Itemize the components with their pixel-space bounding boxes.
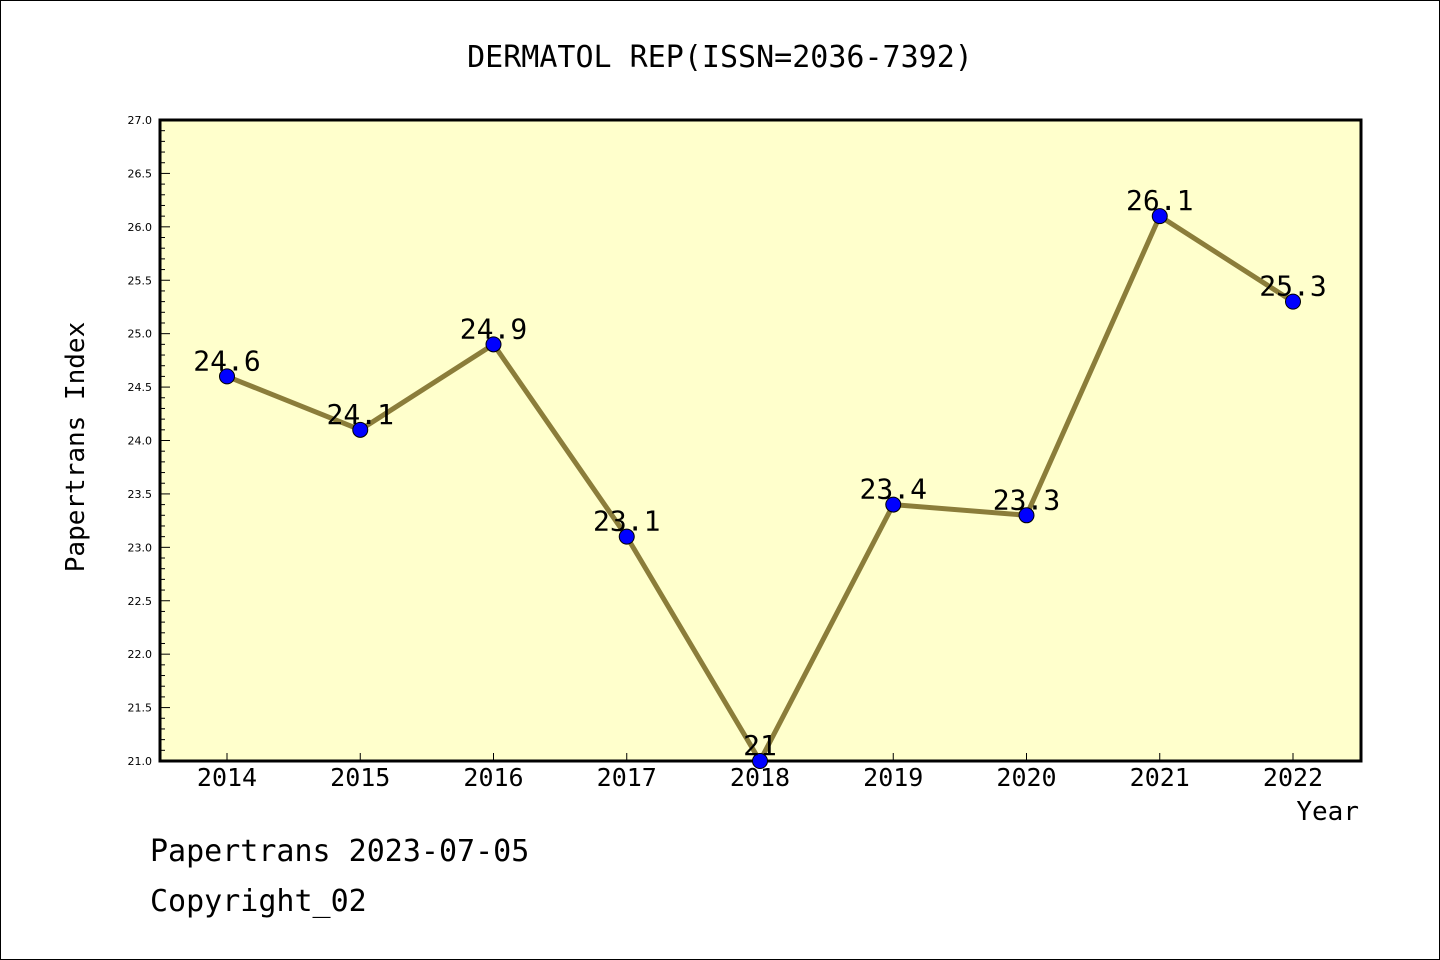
- data-label: 24.1: [327, 398, 394, 431]
- data-label: 23.3: [993, 483, 1060, 516]
- plot-area: [158, 118, 1363, 763]
- x-tick-label: 2015: [330, 763, 390, 792]
- y-tick-label: 23.0: [128, 541, 153, 554]
- x-tick-label: 2014: [197, 763, 257, 792]
- y-tick-label: 26.5: [128, 167, 153, 180]
- y-tick-label: 24.5: [128, 381, 153, 394]
- x-tick-label: 2020: [996, 763, 1056, 792]
- data-label: 25.3: [1259, 270, 1326, 303]
- series-points-group: [219, 208, 1301, 769]
- y-axis: 21.0 21.5 22.0 22.5 23.0 23.5 24.0 24.5 25.0 25.5…: [128, 114, 170, 768]
- x-tick-label: 2019: [863, 763, 923, 792]
- chart-title: DERMATOL REP(ISSN=2036-7392): [467, 40, 973, 75]
- data-label: 23.4: [860, 473, 927, 506]
- y-axis-label: Papertrans Index: [61, 322, 91, 572]
- data-label: 26.1: [1126, 184, 1193, 217]
- footer-copyright: Copyright_02: [150, 884, 367, 919]
- y-tick-label: 23.5: [128, 488, 153, 501]
- data-point: [352, 421, 369, 438]
- data-label: 21: [743, 729, 777, 762]
- footer-date: Papertrans 2023-07-05: [150, 834, 530, 869]
- data-label: 24.9: [460, 312, 527, 345]
- x-tick-label: 2017: [597, 763, 657, 792]
- x-tick-label: 2022: [1263, 763, 1323, 792]
- y-tick-label: 21.5: [128, 702, 153, 715]
- y-tick-label: 26.0: [128, 221, 153, 234]
- y-tick-label: 21.0: [128, 755, 153, 768]
- data-point: [1018, 507, 1035, 524]
- y-tick-label: 25.0: [128, 328, 153, 341]
- y-tick-label: 27.0: [128, 114, 153, 127]
- data-point: [885, 496, 902, 513]
- data-labels-group: 24.6 24.1 24.9 23.1 21 23.4 23.3 26.1 25.3: [193, 184, 1326, 762]
- data-label: 23.1: [593, 505, 660, 538]
- data-point: [618, 528, 635, 545]
- data-point: [219, 368, 235, 385]
- y-tick-label: 25.5: [128, 274, 153, 287]
- y-tick-label: 22.5: [128, 595, 153, 608]
- y-tick-label: 22.0: [128, 648, 153, 661]
- x-axis-label: Year: [1296, 797, 1359, 827]
- data-point: [1285, 293, 1301, 310]
- x-tick-label: 2016: [463, 763, 523, 792]
- data-point: [485, 336, 502, 353]
- x-tick-label: 2021: [1130, 763, 1190, 792]
- data-point: [752, 753, 768, 769]
- data-label: 24.6: [193, 344, 260, 377]
- y-tick-label: 24.0: [128, 435, 153, 448]
- data-point: [1151, 208, 1168, 225]
